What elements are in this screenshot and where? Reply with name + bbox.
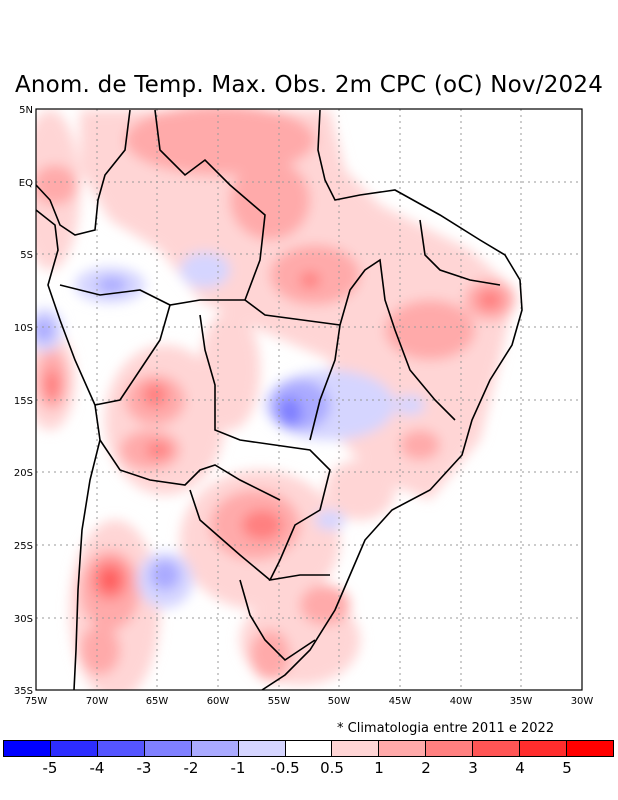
lat-tick: 5N — [19, 105, 33, 116]
colorbar-label: -0.5 — [270, 759, 300, 777]
lat-tick-labels: 5N EQ 5S 10S 15S 20S 25S 30S 35S — [14, 105, 33, 697]
lat-tick: 15S — [14, 396, 33, 407]
colorbar-label: 5 — [562, 759, 572, 777]
map-frame — [35, 108, 583, 691]
colorbar-label: 2 — [421, 759, 431, 777]
lon-tick: 35W — [510, 696, 533, 707]
colorbar-swatch — [238, 741, 286, 756]
map-title: Anom. de Temp. Max. Obs. 2m CPC (oC) Nov… — [14, 72, 604, 98]
colorbar-label: -5 — [42, 759, 58, 777]
colorbar-swatch — [473, 741, 521, 756]
colorbar-swatch — [144, 741, 192, 756]
colorbar-swatch — [50, 741, 98, 756]
lon-tick: 70W — [86, 696, 109, 707]
colorbar-label: -4 — [89, 759, 105, 777]
colorbar-label: -2 — [183, 759, 199, 777]
colorbar-swatch — [426, 741, 474, 756]
colorbar-label: 1 — [374, 759, 384, 777]
lon-tick: 65W — [146, 696, 169, 707]
climatology-note: * Climatologia entre 2011 e 2022 — [337, 721, 555, 736]
colorbar-swatch — [520, 741, 568, 756]
lat-tick: 20S — [14, 468, 33, 479]
colorbar-swatch — [97, 741, 145, 756]
lat-tick: EQ — [19, 178, 33, 189]
lon-tick: 40W — [450, 696, 473, 707]
lon-tick: 50W — [328, 696, 351, 707]
coastlines-and-borders — [36, 109, 523, 690]
lon-tick: 75W — [25, 696, 48, 707]
colorbar-swatch — [379, 741, 427, 756]
anomaly-fields — [36, 109, 515, 690]
colorbar-label: -1 — [230, 759, 246, 777]
lon-tick: 45W — [389, 696, 412, 707]
colorbar-swatch — [191, 741, 239, 756]
colorbar-swatch — [285, 741, 333, 756]
colorbar-label: 4 — [515, 759, 525, 777]
colorbar-label: 3 — [468, 759, 478, 777]
colorbar-swatch — [332, 741, 380, 756]
colorbar-swatch — [4, 741, 51, 756]
lon-tick: 60W — [207, 696, 230, 707]
lat-tick: 5S — [20, 250, 33, 261]
lat-tick: 25S — [14, 541, 33, 552]
colorbar-swatch — [567, 741, 613, 756]
lat-tick: 10S — [14, 323, 33, 334]
lon-tick-labels: 75W 70W 65W 60W 55W 50W 45W 40W 35W 30W — [25, 696, 594, 707]
lat-tick: 35S — [14, 686, 33, 697]
colorbar-label: -3 — [136, 759, 152, 777]
anomaly-map: 5N EQ 5S 10S 15S 20S 25S 30S 35S 75W 70W… — [14, 105, 594, 707]
lon-tick: 55W — [268, 696, 291, 707]
colorbar — [3, 740, 614, 757]
colorbar-label: 0.5 — [320, 759, 344, 777]
lat-tick: 30S — [14, 614, 33, 625]
lon-tick: 30W — [571, 696, 594, 707]
